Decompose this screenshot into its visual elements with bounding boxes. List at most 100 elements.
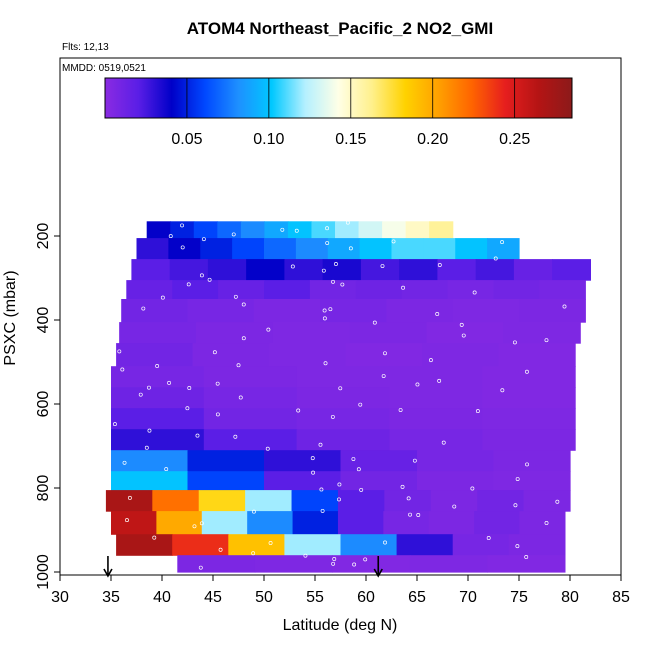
heatmap-cell bbox=[168, 238, 201, 260]
sample-point bbox=[406, 496, 411, 501]
sample-point bbox=[513, 503, 518, 508]
heatmap-cell bbox=[477, 490, 525, 512]
heatmap-cell bbox=[247, 511, 294, 535]
heatmap-cell bbox=[291, 490, 339, 512]
x-tick-label: 80 bbox=[561, 589, 579, 606]
sample-point bbox=[363, 557, 368, 562]
heatmap-cell bbox=[482, 429, 576, 451]
sample-point bbox=[236, 363, 241, 368]
heatmap-cell bbox=[116, 343, 194, 367]
x-axis: 30 35 40 45 50 55 60 65 70 75 80 85 bbox=[51, 575, 630, 606]
heatmap-cell bbox=[136, 238, 169, 260]
heatmap-cell bbox=[382, 221, 407, 239]
x-tick-label: 40 bbox=[153, 589, 171, 606]
heatmap-cell bbox=[172, 534, 229, 556]
sample-point bbox=[311, 470, 316, 475]
heatmap-cell bbox=[111, 387, 205, 409]
sample-point bbox=[493, 256, 498, 261]
heatmap-cell bbox=[207, 259, 247, 281]
sample-point bbox=[412, 458, 417, 463]
heatmap-cell bbox=[111, 511, 157, 535]
heatmap-cell bbox=[119, 322, 197, 344]
heatmap-cell bbox=[409, 555, 488, 573]
colorbar-tick-label: 0.20 bbox=[417, 131, 448, 148]
heatmap-cell bbox=[203, 366, 298, 388]
sample-point bbox=[437, 378, 442, 383]
heatmap-cell bbox=[320, 299, 387, 323]
heatmap-cell bbox=[246, 259, 285, 281]
sample-point bbox=[320, 508, 325, 513]
heatmap-cell bbox=[493, 471, 571, 491]
sample-point bbox=[199, 521, 204, 526]
heatmap-cell bbox=[437, 259, 477, 281]
plot-frame bbox=[59, 57, 622, 576]
heatmap-cell bbox=[508, 534, 566, 556]
sample-point bbox=[401, 285, 406, 290]
heatmap-cell bbox=[232, 238, 265, 260]
sample-point bbox=[352, 562, 357, 567]
heatmap-cell bbox=[264, 238, 297, 260]
heatmap-cell bbox=[389, 387, 483, 409]
heatmap-cell bbox=[389, 408, 483, 430]
sample-point bbox=[356, 467, 361, 472]
sample-point bbox=[155, 364, 160, 368]
sample-point bbox=[325, 226, 330, 231]
heatmap-cell bbox=[187, 299, 255, 323]
sample-point bbox=[212, 350, 217, 355]
heatmap-cell bbox=[201, 511, 248, 535]
sample-point bbox=[160, 295, 165, 300]
colorbar bbox=[104, 77, 573, 119]
heatmap-cell bbox=[337, 490, 385, 512]
heatmap-cell bbox=[187, 450, 265, 472]
sample-point bbox=[348, 246, 353, 251]
sample-point bbox=[310, 456, 315, 461]
heatmap-cell bbox=[116, 534, 173, 556]
sample-point bbox=[238, 395, 243, 400]
heatmap-cell bbox=[475, 259, 515, 281]
heatmap-cell bbox=[272, 322, 351, 344]
heatmap-cell bbox=[337, 511, 384, 535]
heatmap-cell bbox=[111, 408, 205, 430]
sample-point bbox=[144, 445, 149, 450]
heatmap-cell bbox=[389, 429, 483, 451]
heatmap-cell bbox=[327, 238, 361, 260]
sample-point bbox=[195, 433, 200, 438]
heatmap-cell bbox=[523, 490, 571, 512]
sample-point bbox=[231, 232, 236, 237]
sample-point bbox=[337, 482, 342, 487]
sample-point bbox=[525, 462, 529, 467]
heatmap-cell bbox=[296, 366, 391, 388]
sample-point bbox=[290, 264, 295, 269]
heatmap-cell bbox=[332, 555, 411, 573]
heatmap-cell bbox=[340, 450, 418, 472]
sample-point bbox=[180, 245, 185, 250]
y-tick-label: 200 bbox=[35, 223, 52, 250]
sample-point bbox=[544, 521, 549, 525]
heatmap-cell bbox=[349, 322, 428, 344]
sample-point bbox=[544, 338, 549, 343]
x-tick-label: 65 bbox=[408, 589, 426, 606]
heatmap-cell bbox=[200, 238, 233, 260]
sample-point bbox=[164, 467, 169, 472]
chart-title: ATOM4 Northeast_Pacific_2 NO2_GMI bbox=[187, 19, 493, 38]
sample-point bbox=[168, 234, 173, 239]
heatmap-cell bbox=[358, 221, 383, 239]
sample-point bbox=[266, 327, 271, 332]
sample-point bbox=[359, 487, 364, 492]
heatmap-cell bbox=[269, 343, 347, 367]
sample-point bbox=[112, 422, 117, 427]
heatmap-cell bbox=[498, 343, 576, 367]
sample-point bbox=[461, 333, 466, 338]
flights-label: Flts: 12,13 bbox=[62, 42, 109, 53]
sample-point bbox=[185, 406, 190, 411]
sample-point bbox=[319, 487, 324, 492]
y-tick-label: 400 bbox=[35, 307, 52, 334]
heatmap-cell bbox=[447, 280, 495, 300]
sample-point bbox=[512, 340, 517, 345]
heatmap-cell bbox=[311, 221, 336, 239]
colorbar-tick-label: 0.10 bbox=[253, 131, 284, 148]
sample-point bbox=[180, 223, 184, 228]
arrow-marker bbox=[373, 556, 383, 578]
sample-point bbox=[383, 540, 387, 545]
